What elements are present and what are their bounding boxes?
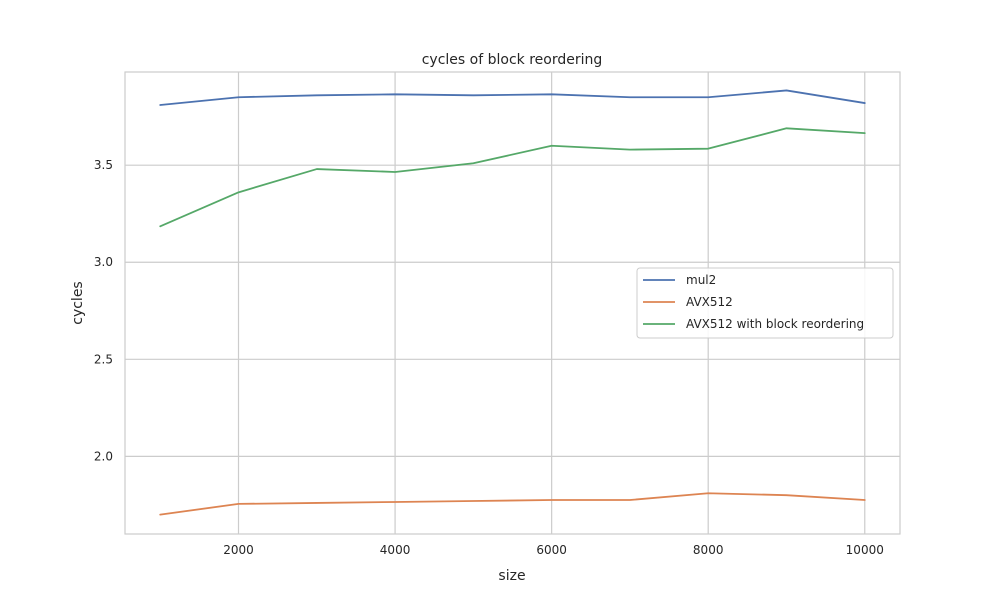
y-tick-label: 2.0 <box>94 449 113 463</box>
y-axis-label: cycles <box>70 281 86 324</box>
x-tick-label: 4000 <box>380 543 411 557</box>
ticks: 2000 4000 6000 8000 10000 2.0 2.5 3.0 3.5 <box>94 158 884 557</box>
legend-box <box>636 267 894 339</box>
y-tick-label: 3.0 <box>94 255 113 269</box>
x-axis-label: size <box>498 568 525 584</box>
series-line-2 <box>159 127 866 228</box>
legend-entry-1: AVX512 <box>686 295 733 309</box>
x-tick-label: 10000 <box>846 543 884 557</box>
series-line-0 <box>159 89 866 106</box>
plot-frame <box>124 71 901 535</box>
series-layer <box>159 89 866 516</box>
x-tick-label: 6000 <box>536 543 567 557</box>
y-tick-label: 2.5 <box>94 352 113 366</box>
x-tick-label: 2000 <box>223 543 254 557</box>
legend-entry-0: mul2 <box>686 273 716 287</box>
chart-title: cycles of block reordering <box>422 52 603 68</box>
legend-entry-2: AVX512 with block reordering <box>686 317 864 331</box>
y-tick-label: 3.5 <box>94 158 113 172</box>
legend: mul2 AVX512 AVX512 with block reordering <box>636 267 894 339</box>
grid <box>125 72 900 534</box>
x-tick-label: 8000 <box>693 543 724 557</box>
series-line-1 <box>159 492 866 516</box>
